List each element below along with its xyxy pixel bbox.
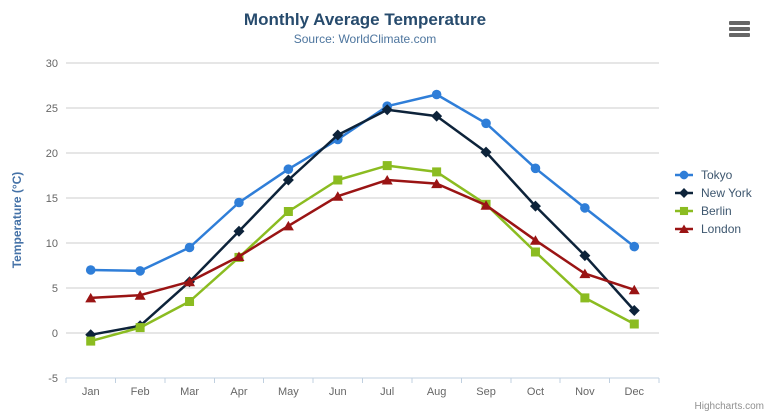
data-point-london-jan[interactable] <box>85 292 97 303</box>
data-point-london-jul[interactable] <box>381 175 393 185</box>
chart-title: Monthly Average Temperature <box>243 10 487 29</box>
data-point-new-york-jun[interactable] <box>332 129 344 141</box>
legend-marker-triangle-icon <box>675 224 693 234</box>
data-point-tokyo-mar[interactable] <box>184 242 195 253</box>
legend-item-berlin[interactable]: Berlin <box>674 202 752 220</box>
data-point-berlin-nov[interactable] <box>580 293 590 303</box>
data-point-london-dec[interactable] <box>628 284 640 295</box>
data-point-berlin-jan[interactable] <box>86 336 96 346</box>
legend-marker-circle-icon <box>675 170 693 180</box>
series-line-berlin <box>89 164 636 343</box>
data-point-london-may[interactable] <box>282 220 294 231</box>
x-axis-label: Apr <box>230 386 247 398</box>
x-axis-label: May <box>278 386 299 398</box>
data-point-berlin-mar[interactable] <box>185 297 195 306</box>
y-axis-title: Temperature (°C) <box>10 172 24 269</box>
x-axis-label: Nov <box>575 386 595 398</box>
data-point-new-york-apr[interactable] <box>233 225 245 237</box>
y-axis-label: 10 <box>46 238 58 250</box>
grid-layer <box>66 62 659 379</box>
data-point-new-york-nov[interactable] <box>579 250 591 262</box>
data-point-tokyo-oct[interactable] <box>530 163 541 174</box>
legend-label: Tokyo <box>701 168 733 182</box>
y-axis-label: -5 <box>48 373 58 385</box>
legend-item-london[interactable]: London <box>674 220 752 238</box>
x-axis-label: Jun <box>329 386 347 398</box>
data-point-london-oct[interactable] <box>529 235 541 245</box>
x-axis-label: Jan <box>82 386 100 398</box>
data-point-london-jun[interactable] <box>332 191 344 201</box>
x-axis-label: Dec <box>625 386 645 398</box>
data-point-tokyo-feb[interactable] <box>135 266 145 276</box>
y-axis-label: 25 <box>46 103 58 115</box>
x-axis-label: Feb <box>131 386 150 398</box>
data-point-new-york-dec[interactable] <box>628 305 640 316</box>
y-axis-label: 30 <box>46 58 58 70</box>
data-point-tokyo-may[interactable] <box>283 164 294 174</box>
y-axis-label: 0 <box>52 328 58 340</box>
export-menu-button[interactable] <box>729 17 756 40</box>
legend-label: London <box>701 222 742 236</box>
data-point-tokyo-dec[interactable] <box>629 241 640 252</box>
data-point-berlin-feb[interactable] <box>135 323 145 333</box>
x-axis-label: Oct <box>527 386 544 398</box>
data-point-berlin-dec[interactable] <box>629 319 639 329</box>
data-point-new-york-jul[interactable] <box>381 104 393 116</box>
series-layer <box>85 89 640 346</box>
data-point-london-apr[interactable] <box>233 251 245 262</box>
y-axis-label: 15 <box>46 193 58 205</box>
legend-marker-square-icon <box>675 206 693 216</box>
data-point-tokyo-nov[interactable] <box>580 203 590 213</box>
chart-subtitle: Source: WorldClimate.com <box>293 32 437 46</box>
legend-label: New York <box>701 186 752 200</box>
data-point-new-york-may[interactable] <box>282 174 294 186</box>
legend-item-tokyo[interactable]: Tokyo <box>674 166 752 184</box>
data-point-london-sep[interactable] <box>480 200 492 210</box>
data-point-new-york-oct[interactable] <box>529 200 541 212</box>
x-axis-label: Mar <box>180 386 199 398</box>
legend-marker-diamond-icon <box>675 188 693 198</box>
data-point-berlin-aug[interactable] <box>432 167 442 177</box>
data-point-london-feb[interactable] <box>134 290 146 300</box>
highcharts-credits-link[interactable]: Highcharts.com <box>694 401 764 412</box>
data-point-berlin-jun[interactable] <box>333 175 343 185</box>
y-axis-label: 5 <box>52 283 58 295</box>
x-axis-label: Aug <box>427 386 447 398</box>
data-point-london-mar[interactable] <box>184 276 196 287</box>
data-point-london-aug[interactable] <box>431 178 443 189</box>
data-point-new-york-aug[interactable] <box>431 110 443 122</box>
data-point-new-york-sep[interactable] <box>480 146 492 158</box>
legend-item-new-york[interactable]: New York <box>674 184 752 202</box>
series-line-tokyo <box>89 93 636 273</box>
series-line-new-york <box>89 108 636 337</box>
x-axis-label: Jul <box>380 386 394 398</box>
series-line-london <box>89 178 636 300</box>
data-point-tokyo-sep[interactable] <box>481 118 491 129</box>
data-point-london-nov[interactable] <box>579 268 591 279</box>
data-point-tokyo-jan[interactable] <box>85 265 96 275</box>
data-point-berlin-jul[interactable] <box>382 161 392 171</box>
axis-layer: -5 0 5 10 15 20 25 30 Jan Feb Mar Apr May Jun Jul Aug Se… <box>46 58 660 398</box>
x-axis-label: Sep <box>476 386 496 398</box>
legend: Tokyo New York Berlin London <box>674 166 752 238</box>
y-axis-label: 20 <box>46 148 58 160</box>
legend-label: Berlin <box>701 204 732 218</box>
data-point-berlin-oct[interactable] <box>530 247 540 257</box>
data-point-berlin-may[interactable] <box>283 207 293 216</box>
data-point-tokyo-aug[interactable] <box>431 89 442 100</box>
data-point-tokyo-apr[interactable] <box>234 197 244 208</box>
